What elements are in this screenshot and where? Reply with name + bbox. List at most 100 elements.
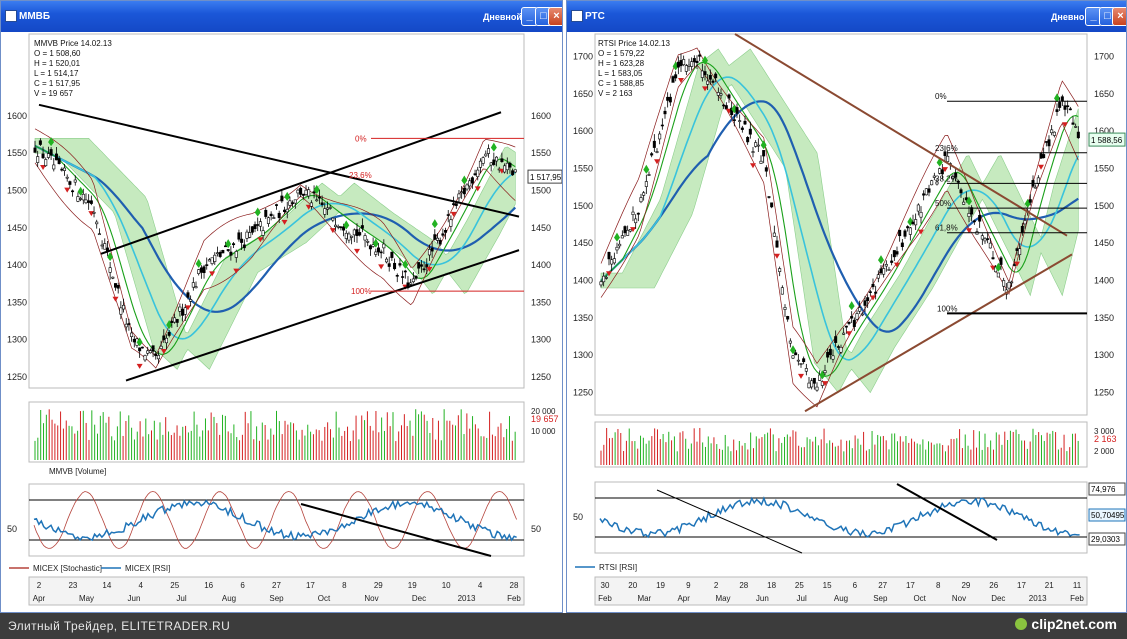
y-tick-label: 1600 — [531, 111, 551, 121]
x-month-label: Aug — [222, 594, 236, 603]
x-day-label: 20 — [628, 581, 637, 590]
candle-body — [722, 104, 726, 107]
sell-signal-arrow — [678, 77, 684, 83]
window-titlebar[interactable]: ММВБ Дневной _ □ × — [1, 1, 562, 32]
rsi-tag-box — [1088, 508, 1126, 522]
candle-body — [756, 144, 760, 147]
buy-signal-marker — [1054, 93, 1060, 103]
volume-tick-label: 10 000 — [531, 427, 556, 436]
candle-body — [906, 226, 910, 229]
candle-body — [607, 251, 611, 260]
candle-body — [868, 291, 872, 293]
candle-body — [828, 348, 832, 356]
candle-body — [860, 313, 864, 316]
buy-signal-marker — [461, 175, 468, 185]
y-tick-label: 1450 — [7, 223, 27, 233]
fibo-label: 23,6% — [935, 144, 958, 153]
volume-tick-label: 2 000 — [1094, 447, 1115, 456]
rsi-line — [33, 499, 517, 542]
candle-body — [36, 156, 40, 163]
sell-signal-arrow — [846, 331, 852, 337]
candle-body — [108, 267, 112, 273]
candle-body — [1036, 177, 1040, 185]
candle-body — [213, 254, 217, 262]
x-day-label: 19 — [408, 581, 417, 590]
candle-body — [796, 359, 800, 362]
candle-body — [914, 219, 918, 226]
candle-body — [1066, 105, 1070, 108]
window-titlebar[interactable]: РТС Дневной _ □ × — [567, 1, 1126, 32]
candle-body — [285, 208, 289, 213]
candle-body — [189, 299, 193, 302]
volume-tick-label: 20 000 — [531, 407, 556, 416]
volume-panel[interactable]: 3 000 2 000 2 163 — [594, 421, 1117, 468]
candle-body — [444, 229, 448, 233]
candle-body — [919, 212, 923, 218]
candle-body — [65, 176, 69, 179]
price-panel[interactable]: 1600 1600 1550 1550 1500 1500 1450 1450 1400 1400… — [7, 33, 562, 389]
candle-body — [427, 249, 431, 256]
candle-body — [170, 320, 174, 323]
oscillator-panel[interactable]: 74,976 50,70495 29,0303 50 RTSI [RSI] — [573, 481, 1126, 572]
maximize-button[interactable]: □ — [1099, 7, 1116, 26]
candle-body — [71, 190, 75, 193]
candle-body — [831, 355, 835, 360]
osc-legend: RTSI [RSI] — [599, 563, 637, 572]
close-button[interactable]: × — [1112, 7, 1126, 26]
rts-chart-area[interactable]: 1700170016501650160016001550155015001500… — [567, 32, 1127, 613]
candle-body — [1018, 248, 1022, 256]
osc-tick-label: 50 — [531, 524, 541, 534]
x-month-label: Jun — [128, 594, 141, 603]
sell-signal-arrow — [426, 266, 433, 272]
x-day-label: 10 — [442, 581, 451, 590]
y-tick-label: 1450 — [531, 223, 551, 233]
candle-body — [879, 268, 883, 274]
y-tick-label: 1700 — [1094, 51, 1114, 61]
candle-body — [317, 196, 321, 199]
rsi-line — [599, 496, 1080, 539]
sell-signal-arrow — [1062, 122, 1068, 128]
candle-body — [682, 59, 686, 65]
candle-body — [999, 257, 1003, 265]
candle-body — [924, 188, 928, 196]
candle-body — [652, 140, 656, 148]
candle-body — [114, 283, 118, 288]
close-button[interactable]: × — [548, 7, 562, 26]
micex-chart-area[interactable]: 1600160015501550150015001450145014001400… — [1, 32, 563, 613]
candle-body — [237, 232, 241, 240]
candle-body — [194, 286, 198, 289]
candle-body — [403, 270, 407, 273]
oscillator-panel[interactable]: 50 50 MICEX [Stochastic] MICEX [RSI] — [7, 483, 541, 573]
trend-line — [38, 103, 520, 218]
x-month-label: Nov — [364, 594, 378, 603]
candle-body — [762, 150, 766, 157]
y-tick-label: 1550 — [1094, 163, 1114, 173]
price-legend-line: O = 1 508,60 — [34, 49, 81, 58]
candle-body — [508, 162, 512, 168]
candle-body — [668, 96, 672, 103]
candle-body — [422, 268, 426, 271]
sell-signal-arrow — [606, 271, 612, 277]
candle-body — [156, 355, 160, 360]
candle-body — [1012, 264, 1016, 266]
y-tick-label: 1450 — [1094, 238, 1114, 248]
candle-body — [41, 153, 45, 159]
candle-body — [307, 189, 311, 197]
y-tick-label: 1300 — [573, 350, 593, 360]
y-tick-label: 1350 — [531, 297, 551, 307]
candle-body — [173, 317, 177, 323]
candle-body — [269, 213, 273, 217]
x-month-label: Jul — [176, 594, 186, 603]
candle-body — [89, 200, 93, 204]
candle-body — [772, 232, 776, 237]
candle-body — [1020, 225, 1024, 233]
candle-body — [291, 202, 295, 204]
candle-body — [852, 319, 856, 327]
candle-body — [642, 192, 646, 196]
candle-body — [320, 202, 324, 206]
volume-panel[interactable]: 20 000 10 000 19 657 MMVB [Volume] — [28, 401, 559, 476]
candle-body — [344, 232, 348, 239]
price-panel[interactable]: 1700 1700 1650 1650 1600 1600 1550 1550 1500 1500… — [573, 33, 1126, 416]
candle-body — [839, 346, 843, 353]
sell-signal-arrow — [450, 211, 457, 217]
